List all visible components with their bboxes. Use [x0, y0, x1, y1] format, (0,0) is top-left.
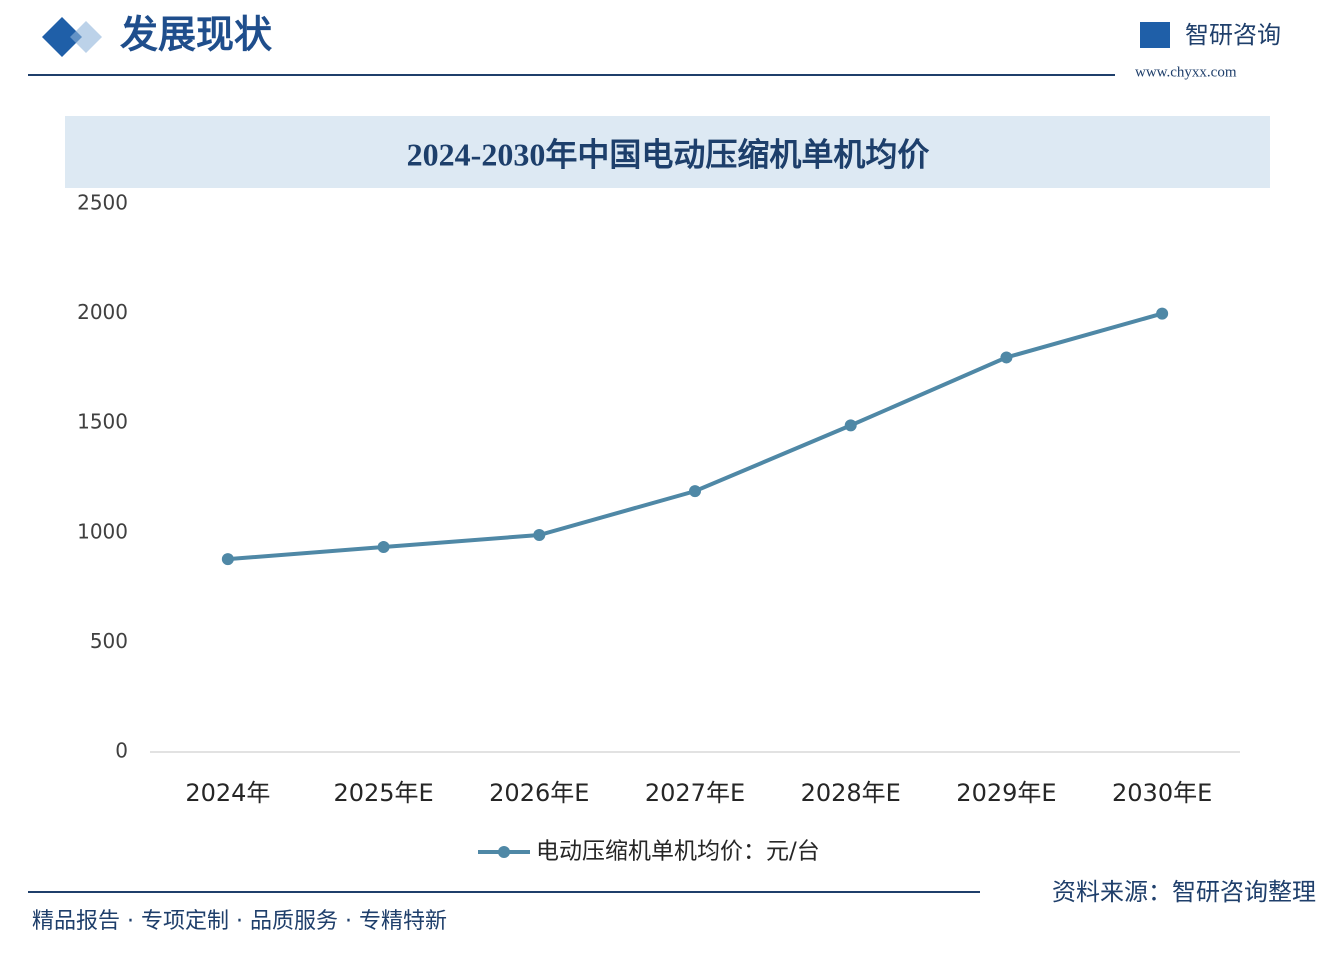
y-tick-label: 500 — [90, 629, 128, 653]
data-point — [1156, 307, 1169, 320]
y-tick-label: 1500 — [77, 410, 128, 434]
data-point — [689, 485, 701, 498]
y-tick-label: 2500 — [77, 191, 128, 215]
x-tick-label: 2027年E — [645, 779, 745, 807]
y-tick-label: 0 — [115, 739, 128, 763]
title-icon — [42, 17, 82, 57]
data-point — [377, 541, 390, 554]
x-tick-label: 2030年E — [1112, 779, 1212, 807]
x-tick-label: 2024年 — [185, 779, 270, 807]
x-tick-label: 2025年E — [333, 779, 433, 807]
data-point — [1000, 351, 1013, 364]
slogan: 精品报告 · 专项定制 · 品质服务 · 专精特新 — [32, 909, 447, 934]
x-tick-label: 2026年E — [489, 779, 589, 807]
x-tick-label: 2028年E — [801, 779, 901, 807]
title-band — [65, 116, 1270, 188]
legend-label: 电动压缩机单机均价：元/台 — [536, 839, 820, 865]
logo — [1140, 22, 1170, 48]
data-point — [533, 528, 546, 541]
chart-title: 2024-2030年中国电动压缩机单机均价 — [407, 136, 930, 172]
section-title: 发展现状 — [120, 13, 273, 57]
data-point — [221, 553, 234, 566]
data-point — [844, 419, 857, 432]
y-tick-label: 2000 — [77, 300, 128, 324]
source: 资料来源：智研咨询整理 — [1052, 878, 1316, 906]
legend-marker — [498, 846, 510, 858]
brand: 智研咨询 — [1185, 21, 1281, 49]
x-tick-label: 2029年E — [956, 779, 1056, 807]
title-icon-shadow — [70, 21, 102, 53]
url: www.chyxx.com — [1135, 64, 1237, 80]
y-tick-label: 1000 — [77, 519, 128, 543]
